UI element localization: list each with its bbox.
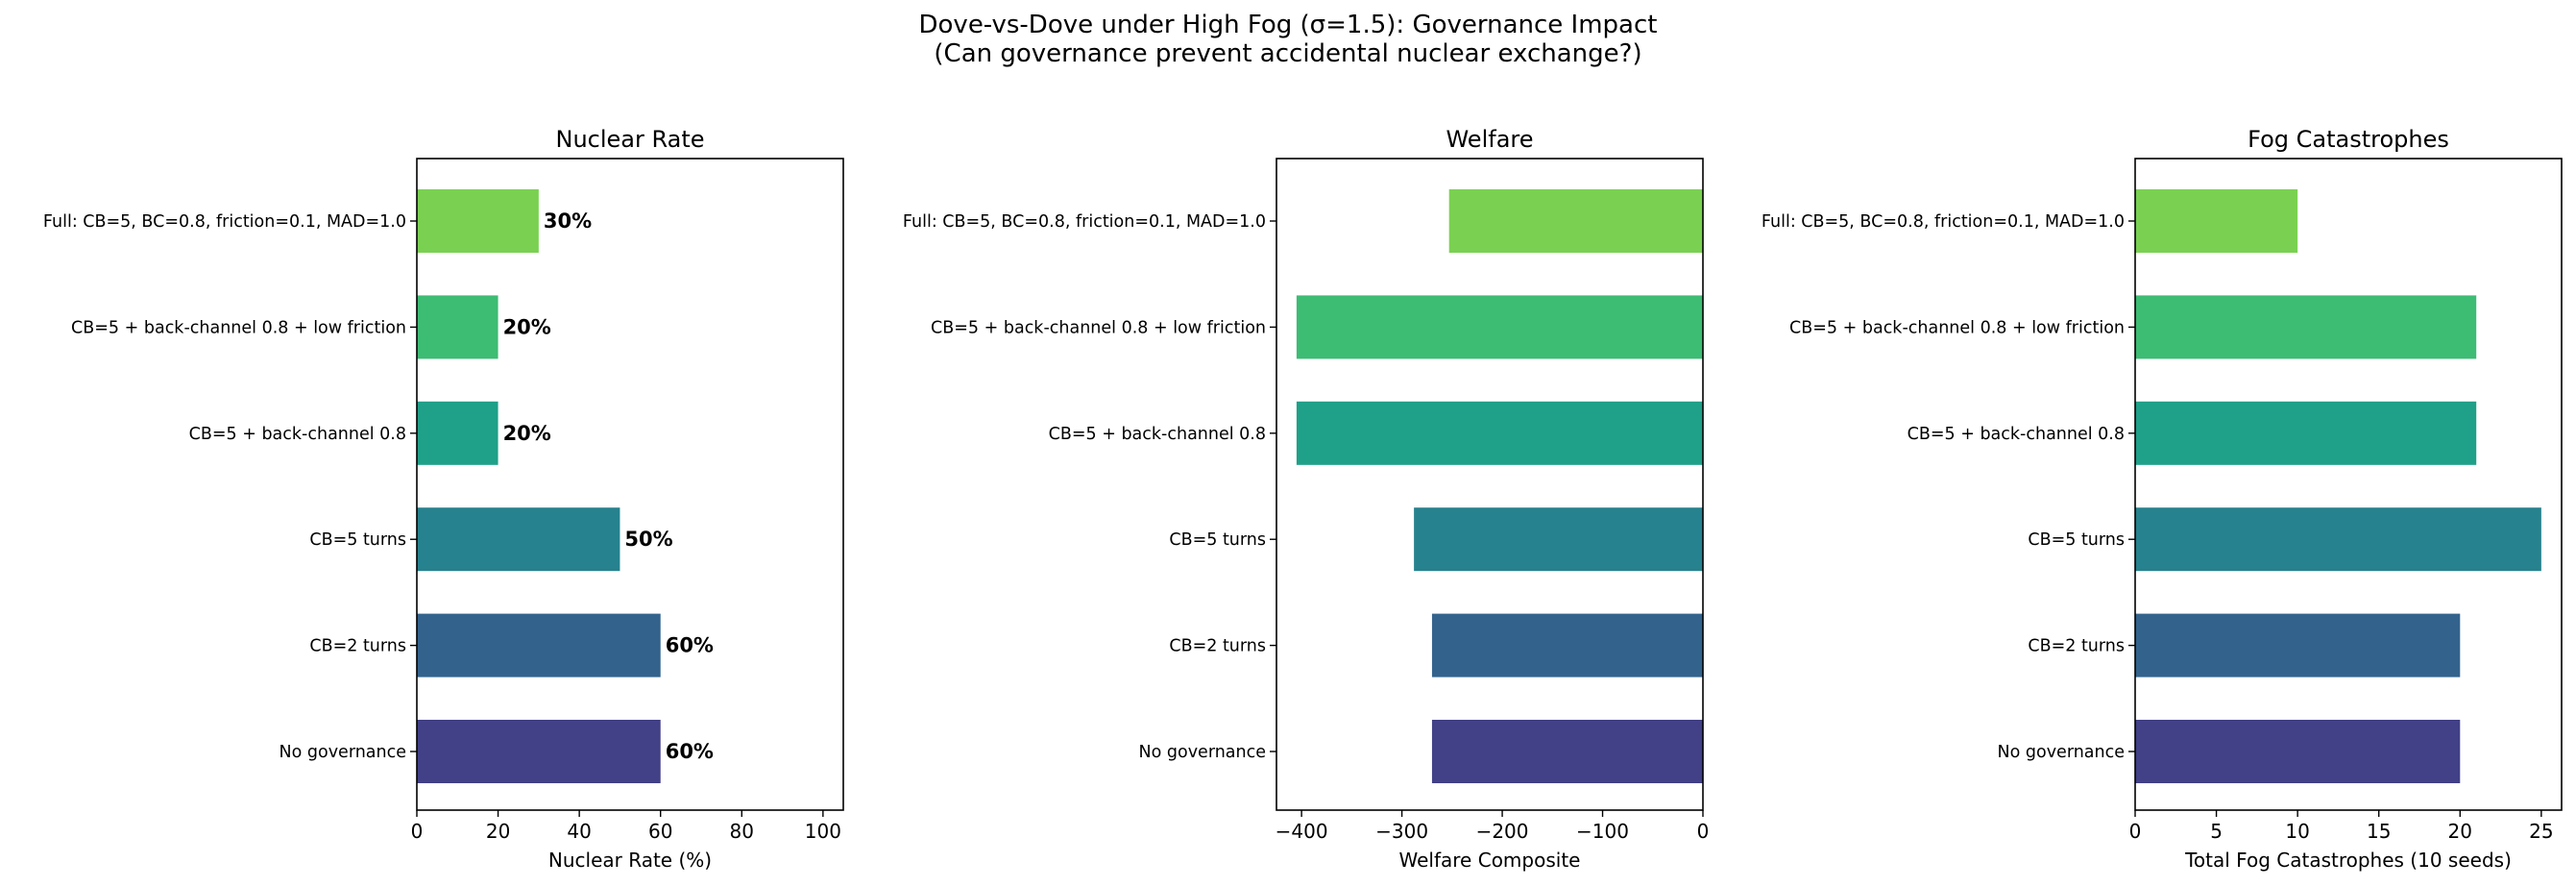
bar bbox=[2135, 295, 2477, 359]
x-tick-label: −400 bbox=[1276, 820, 1328, 843]
bar-value-label: 20% bbox=[503, 315, 551, 338]
x-tick-label: −100 bbox=[1576, 820, 1629, 843]
category-label: No governance bbox=[1139, 743, 1266, 762]
x-tick-label: 15 bbox=[2367, 820, 2391, 843]
x-tick-label: 60 bbox=[648, 820, 672, 843]
category-label: CB=2 turns bbox=[1169, 637, 1266, 656]
bar-value-label: 60% bbox=[666, 634, 714, 657]
category-label: CB=5 turns bbox=[309, 530, 406, 550]
x-tick-label: 20 bbox=[486, 820, 510, 843]
x-axis-label: Nuclear Rate (%) bbox=[548, 849, 712, 872]
bar bbox=[1431, 613, 1703, 678]
x-axis-label: Total Fog Catastrophes (10 seeds) bbox=[2184, 849, 2512, 872]
category-label: CB=5 turns bbox=[1169, 530, 1266, 550]
bar-value-label: 30% bbox=[544, 209, 592, 233]
bar bbox=[2135, 189, 2298, 253]
category-label: CB=5 + back-channel 0.8 bbox=[1049, 425, 1266, 444]
category-label: CB=5 + back-channel 0.8 + low friction bbox=[71, 318, 406, 337]
x-tick-label: 20 bbox=[2448, 820, 2472, 843]
x-tick-label: 0 bbox=[411, 820, 424, 843]
bar-value-label: 60% bbox=[666, 740, 714, 763]
axes-frame bbox=[2134, 158, 2563, 811]
category-label: Full: CB=5, BC=0.8, friction=0.1, MAD=1.… bbox=[1762, 212, 2125, 232]
category-label: CB=2 turns bbox=[2028, 637, 2125, 656]
bar bbox=[417, 507, 620, 572]
panel-2: Welfare No governance CB=2 turns CB=5 turns… bbox=[903, 126, 1709, 872]
category-label: Full: CB=5, BC=0.8, friction=0.1, MAD=1.… bbox=[903, 212, 1266, 232]
axes-frame bbox=[416, 158, 844, 811]
x-tick-label: −200 bbox=[1476, 820, 1529, 843]
x-tick-label: −300 bbox=[1375, 820, 1428, 843]
bar bbox=[1431, 720, 1703, 783]
x-tick-label: 100 bbox=[805, 820, 841, 843]
category-label: CB=5 turns bbox=[2028, 530, 2125, 550]
x-tick-label: 5 bbox=[2210, 820, 2223, 843]
category-label: Full: CB=5, BC=0.8, friction=0.1, MAD=1.… bbox=[43, 212, 406, 232]
panel-title: Nuclear Rate bbox=[555, 126, 704, 153]
x-tick-label: 80 bbox=[730, 820, 754, 843]
bar bbox=[417, 189, 539, 253]
axes-frame bbox=[1276, 158, 1704, 811]
category-label: No governance bbox=[1998, 743, 2125, 762]
category-label: No governance bbox=[279, 743, 406, 762]
category-label: CB=5 + back-channel 0.8 + low friction bbox=[1789, 318, 2125, 337]
bar bbox=[1414, 507, 1703, 572]
suptitle-line2: (Can governance prevent accidental nucle… bbox=[934, 39, 1641, 68]
bar bbox=[417, 401, 498, 465]
panel-title: Welfare bbox=[1446, 126, 1533, 153]
panel-title: Fog Catastrophes bbox=[2248, 126, 2449, 153]
bar bbox=[2135, 613, 2461, 678]
bar bbox=[417, 295, 498, 359]
bar bbox=[417, 613, 661, 678]
bar-value-label: 50% bbox=[624, 528, 672, 551]
x-tick-label: 0 bbox=[1697, 820, 1710, 843]
bar bbox=[1296, 401, 1703, 465]
category-label: CB=5 + back-channel 0.8 + low friction bbox=[931, 318, 1266, 337]
category-label: CB=2 turns bbox=[309, 637, 406, 656]
panels: Nuclear Rate 60% No governance 60% CB=2 turn… bbox=[43, 126, 2563, 872]
bar bbox=[1448, 189, 1703, 253]
bar bbox=[417, 720, 661, 783]
bar bbox=[2135, 720, 2461, 783]
bar bbox=[2135, 507, 2541, 572]
x-tick-label: 25 bbox=[2529, 820, 2553, 843]
category-label: CB=5 + back-channel 0.8 bbox=[189, 425, 406, 444]
x-tick-label: 10 bbox=[2285, 820, 2309, 843]
category-label: CB=5 + back-channel 0.8 bbox=[1908, 425, 2125, 444]
x-tick-label: 0 bbox=[2129, 820, 2142, 843]
bar-value-label: 20% bbox=[503, 422, 551, 445]
suptitle-line1: Dove-vs-Dove under High Fog (σ=1.5): Gov… bbox=[919, 11, 1658, 39]
panel-1: Nuclear Rate 60% No governance 60% CB=2 turn… bbox=[43, 126, 844, 872]
panel-3: Fog Catastrophes No governance CB=2 turns C… bbox=[1762, 126, 2563, 872]
bar bbox=[2135, 401, 2477, 465]
bar bbox=[1296, 295, 1703, 359]
x-tick-label: 40 bbox=[567, 820, 591, 843]
x-axis-label: Welfare Composite bbox=[1399, 849, 1581, 872]
